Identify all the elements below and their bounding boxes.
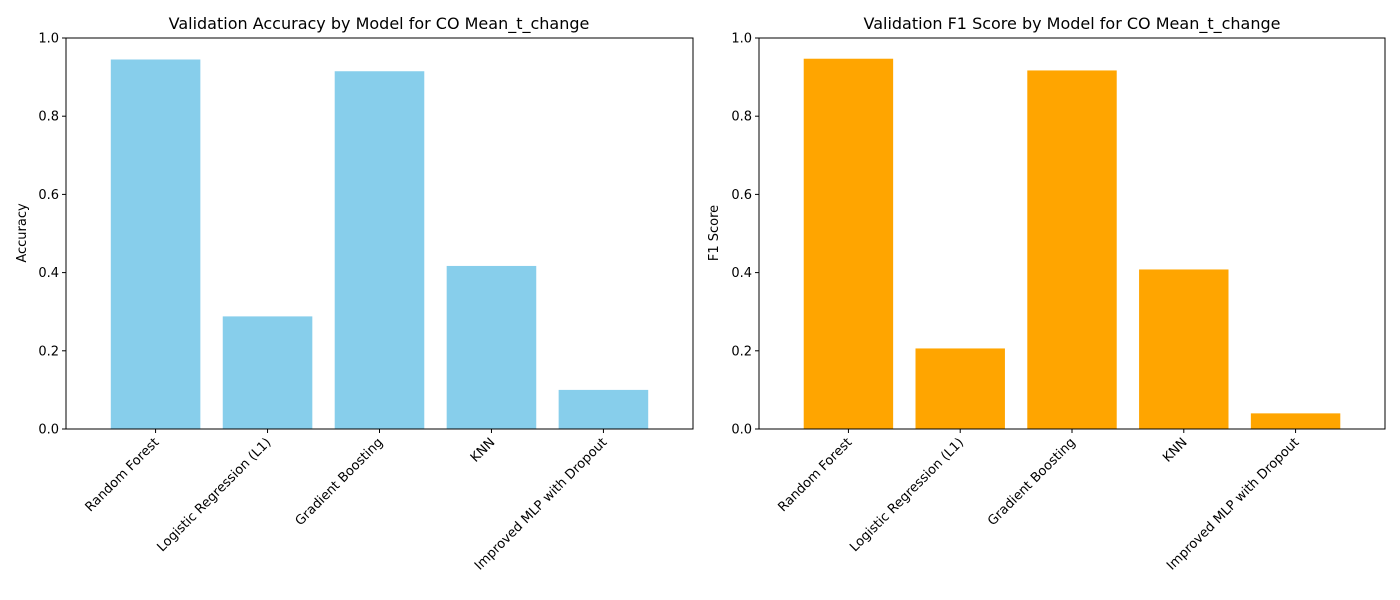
x-tick-label: KNN: [468, 435, 498, 465]
bars-group: [110, 59, 649, 430]
chart-title: Validation F1 Score by Model for CO Mean…: [864, 14, 1281, 34]
bar-logistic-regression-l1: [915, 348, 1005, 429]
bar-improved-mlp-with-dropout: [558, 389, 649, 429]
y-tick-label: 0.4: [38, 266, 59, 281]
plot-frame: [65, 37, 694, 430]
y-tick-label: 0.0: [731, 423, 752, 438]
x-tick-label: KNN: [1160, 435, 1190, 465]
bar-random-forest: [803, 58, 894, 429]
bar-knn: [446, 265, 537, 429]
accuracy-chart: Validation Accuracy by Model for CO Mean…: [15, 14, 694, 573]
y-tick-label: 0.2: [731, 344, 752, 359]
f1-score-chart: Validation F1 Score by Model for CO Mean…: [707, 14, 1386, 573]
chart-title: Validation Accuracy by Model for CO Mean…: [169, 14, 590, 34]
y-tick-label: 0.6: [38, 188, 59, 203]
y-axis-ticks: 0.0 0.2 0.4 0.6 0.8 1.0: [731, 32, 759, 438]
y-tick-label: 0.2: [38, 344, 59, 359]
y-axis-ticks: 0.0 0.2 0.4 0.6 0.8 1.0: [38, 32, 66, 438]
y-tick-label: 0.8: [731, 110, 752, 125]
bar-gradient-boosting: [334, 71, 425, 430]
bar-random-forest: [110, 59, 201, 429]
x-tick-label: Random Forest: [775, 435, 855, 515]
bars-group: [803, 58, 1341, 429]
y-axis-label: F1 Score: [707, 205, 722, 261]
y-tick-label: 0.4: [731, 266, 752, 281]
y-tick-label: 1.0: [38, 32, 59, 47]
x-tick-label: Gradient Boosting: [985, 435, 1079, 529]
x-tick-label: Improved MLP with Dropout: [472, 435, 610, 573]
y-tick-label: 0.8: [38, 110, 59, 125]
bar-gradient-boosting: [1027, 70, 1117, 429]
x-tick-label: Improved MLP with Dropout: [1164, 435, 1302, 573]
x-tick-label: Logistic Regression (L1): [155, 435, 275, 555]
bar-improved-mlp-with-dropout: [1250, 413, 1341, 429]
y-tick-label: 0.0: [38, 423, 59, 438]
x-tick-label: Logistic Regression (L1): [847, 435, 967, 555]
plot-frame: [758, 37, 1386, 430]
y-tick-label: 0.6: [731, 188, 752, 203]
bar-knn: [1139, 269, 1229, 429]
bar-logistic-regression-l1: [222, 316, 313, 429]
y-axis-label: Accuracy: [15, 203, 30, 263]
x-tick-label: Gradient Boosting: [293, 435, 387, 529]
x-tick-label: Random Forest: [83, 435, 163, 515]
y-tick-label: 1.0: [731, 32, 752, 47]
